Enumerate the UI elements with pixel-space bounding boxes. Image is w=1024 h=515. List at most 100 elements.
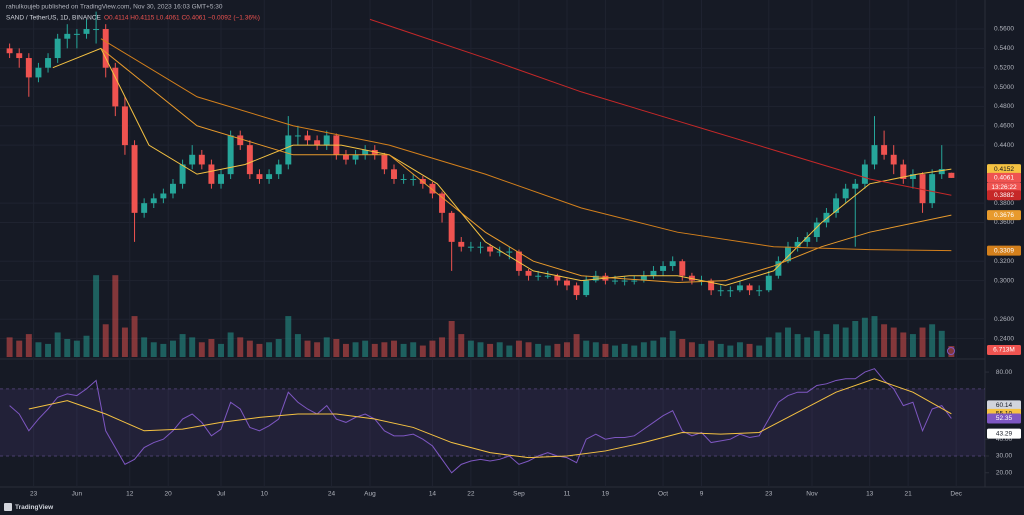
volume-bar [35,342,42,357]
volume-bar [150,342,157,357]
candle-body [227,135,234,175]
x-tick-label: Jul [217,491,226,498]
candle-body [352,154,359,160]
y-tick-label: 0.3800 [994,200,1014,207]
candle-body [736,285,743,291]
volume-bar [544,345,551,357]
candle-body [929,174,936,204]
x-tick-label: 22 [467,491,475,498]
candle-body [583,280,590,296]
candle-body [900,164,907,179]
x-tick-label: Oct [658,491,668,498]
candle-body [535,275,542,277]
candle-body [765,275,772,291]
x-tick-label: 21 [905,491,913,498]
candle-body [477,246,484,248]
countdown: 13:26:22 [991,184,1017,191]
volume-bar [285,316,292,357]
candle-body [573,285,580,296]
candle-body [294,135,301,137]
volume-bar [54,332,61,357]
price-badge-bg [987,245,1021,256]
volume-bar [294,334,301,357]
price-badge-bg [987,164,1021,175]
moving-average [100,47,952,284]
volume-bar [256,343,263,357]
volume-bar [535,343,542,357]
volume-bar [160,343,167,357]
candle-body [131,145,138,213]
volume-bar [314,342,321,357]
volume-bar [448,321,455,357]
volume-bar [218,343,225,357]
volume-bar [400,343,407,357]
y-tick-label: 0.4800 [994,103,1014,110]
moving-average [100,38,952,252]
volume-bar [554,343,561,357]
candle-body [794,241,801,247]
rsi-badge: 52.35 [996,415,1013,422]
volume-bar [237,337,244,357]
candle-body [813,222,820,238]
rsi-line [9,368,952,474]
candle-body [6,48,13,54]
x-tick-label: 19 [602,491,610,498]
x-tick-label: 10 [261,491,269,498]
rsi-badge: 43.29 [996,430,1013,437]
candle-body [823,212,830,223]
volume-bar [929,324,936,357]
candle-body [563,280,570,286]
volume-bar [169,340,176,357]
candle-body [544,275,551,277]
x-tick-label: 13 [866,491,874,498]
volume-bar [871,316,878,357]
volume-bar [198,342,205,357]
candle-body [496,251,503,253]
candle-body [189,154,196,165]
volume-bar [429,340,436,357]
volume-bar [25,334,32,357]
indicator-icon [947,347,955,355]
volume-bar [756,345,763,357]
volume-bar [688,342,695,357]
y-tick-label: 0.2400 [994,335,1014,342]
candle-body [785,246,791,262]
volume-bar [727,345,734,357]
volume-bar [794,334,801,357]
volume-bar [467,340,474,357]
candle-body [198,154,205,165]
volume-bar [6,337,13,357]
candle-body [775,261,782,276]
volume-bar [102,324,109,357]
volume-bar [179,334,186,357]
y-tick-label: 0.3000 [994,277,1014,284]
candle-body [102,29,109,68]
candle-body [842,188,849,199]
candle-body [150,198,157,204]
volume-bar [362,340,369,357]
volume-bar [352,342,359,357]
y-tick-label: 0.5000 [994,84,1014,91]
volume-bar [852,321,859,357]
rsi-badge: 60.14 [996,402,1013,409]
volume-bar [621,343,628,357]
rsi-badge-bg [987,413,1021,424]
candle-body [400,178,407,180]
candle-body [669,261,676,267]
candle-body [93,29,100,31]
candle-body [266,174,273,179]
volume-badge-bg [987,345,1021,356]
volume-bar [141,337,148,357]
volume-bar [304,340,311,357]
price-badge-bg [987,172,1021,183]
candle-body [660,266,667,271]
x-tick-label: 23 [30,491,38,498]
volume-bar [121,327,128,357]
price-badge: 0.4152 [994,166,1014,173]
volume-bar [602,343,609,357]
candle-body [64,33,71,39]
ohlc-summary: O0.4114 H0.4115 L0.4061 C0.4061 −0.0092 … [104,15,260,22]
volume-bar [73,340,80,357]
x-tick-label: 12 [126,491,134,498]
volume-bar [650,340,657,357]
